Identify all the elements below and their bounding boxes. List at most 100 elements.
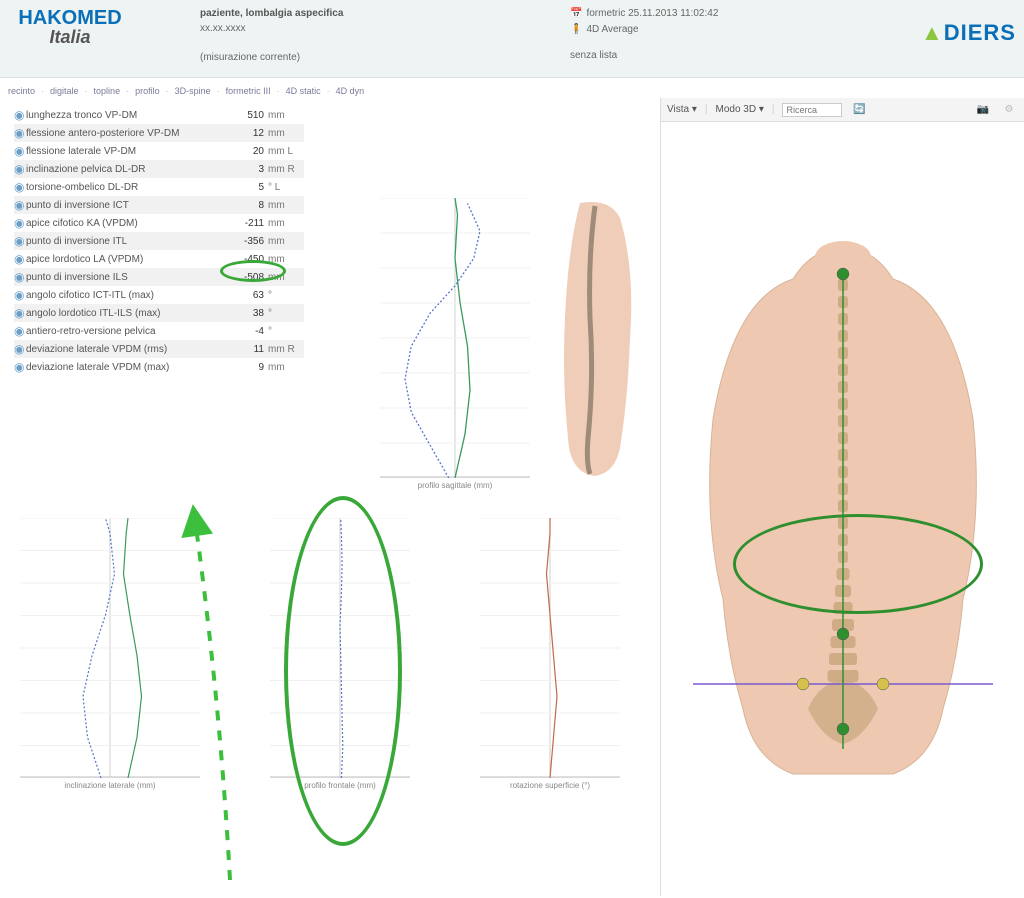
measurement-unit: ° <box>268 308 304 319</box>
measurement-row: ◉torsione-ombelico DL-DR5° L <box>14 178 304 196</box>
surface-rotation-chart: rotazione superficie (°) <box>480 518 620 778</box>
bullet-icon: ◉ <box>14 234 24 248</box>
measurement-row: ◉angolo lordotico ITL-ILS (max)38° <box>14 304 304 322</box>
measurement-label: antiero-retro-versione pelvica <box>24 326 228 337</box>
measurement-row: ◉lunghezza tronco VP-DM510mm <box>14 106 304 124</box>
frontal-profile-chart: profilo frontale (mm) <box>270 518 410 778</box>
patient-title: paziente, lombalgia aspecifica <box>200 6 343 21</box>
bullet-icon: ◉ <box>14 144 24 158</box>
bullet-icon: ◉ <box>14 252 24 266</box>
measurement-label: angolo cifotico ICT-ITL (max) <box>24 290 228 301</box>
measurement-row: ◉apice lordotico LA (VPDM)-450mm <box>14 250 304 268</box>
measurement-unit: mm <box>268 362 304 373</box>
left-column: ◉lunghezza tronco VP-DM510mm◉flessione a… <box>0 98 660 896</box>
bullet-icon: ◉ <box>14 306 24 320</box>
measurement-row: ◉punto di inversione ILS-508mm <box>14 268 304 286</box>
measurement-label: flessione antero-posteriore VP-DM <box>24 128 228 139</box>
measurement-unit: mm <box>268 200 304 211</box>
logo-sub: Italia <box>0 28 140 46</box>
search-input[interactable] <box>782 103 842 117</box>
bullet-icon: ◉ <box>14 288 24 302</box>
measurement-value: -211 <box>228 218 268 229</box>
diers-dot-icon: ▲ <box>921 20 944 45</box>
measurement-unit: ° L <box>268 182 304 193</box>
calendar-icon: 📅 <box>570 8 582 19</box>
measurement-label: flessione laterale VP-DM <box>24 146 228 157</box>
tab-4D-dyn[interactable]: 4D dyn <box>336 86 365 96</box>
bullet-icon: ◉ <box>14 108 24 122</box>
measurement-label: angolo lordotico ITL-ILS (max) <box>24 308 228 319</box>
measurement-row: ◉angolo cifotico ICT-ITL (max)63° <box>14 286 304 304</box>
chart-caption: rotazione superficie (°) <box>480 781 620 790</box>
measurement-row: ◉punto di inversione ITL-356mm <box>14 232 304 250</box>
logo-diers: ▲DIERS <box>921 20 1016 46</box>
exam-info: 📅formetric 25.11.2013 11:02:42 🧍4D Avera… <box>570 6 718 64</box>
measurement-label: deviazione laterale VPDM (rms) <box>24 344 228 355</box>
tab-topline[interactable]: topline <box>94 86 121 96</box>
measurement-row: ◉inclinazione pelvica DL-DR3mm R <box>14 160 304 178</box>
patient-dob: xx.xx.xxxx <box>200 21 343 36</box>
measurement-unit: mm <box>268 236 304 247</box>
measurement-row: ◉flessione antero-posteriore VP-DM12mm <box>14 124 304 142</box>
right-column: Vista ▾ | Modo 3D ▾ | 🔄 📷 ⚙ <box>660 98 1024 896</box>
measurement-value: 8 <box>228 200 268 211</box>
measurement-value: 9 <box>228 362 268 373</box>
tab-profilo[interactable]: profilo <box>135 86 160 96</box>
chart-caption: profilo frontale (mm) <box>270 781 410 790</box>
camera-icon[interactable]: 📷 <box>974 101 992 119</box>
view-dropdown[interactable]: Vista ▾ <box>667 104 697 115</box>
logo-main: HAKOMED <box>18 7 121 29</box>
spine-silhouette <box>540 198 650 478</box>
bullet-icon: ◉ <box>14 198 24 212</box>
measurement-unit: mm <box>268 218 304 229</box>
measurement-value: -508 <box>228 272 268 283</box>
tab-digitale[interactable]: digitale <box>50 86 79 96</box>
toolbar-3d: Vista ▾ | Modo 3D ▾ | 🔄 📷 ⚙ <box>661 98 1024 122</box>
bullet-icon: ◉ <box>14 342 24 356</box>
tab-4D-static[interactable]: 4D static <box>286 86 321 96</box>
bullet-icon: ◉ <box>14 162 24 176</box>
patient-info: paziente, lombalgia aspecifica xx.xx.xxx… <box>200 6 343 65</box>
refresh-icon[interactable]: 🔄 <box>850 101 868 119</box>
exam-date: formetric 25.11.2013 11:02:42 <box>586 8 718 19</box>
measurements-table: ◉lunghezza tronco VP-DM510mm◉flessione a… <box>14 106 304 376</box>
mode-icon: 🧍 <box>570 24 582 35</box>
measurement-label: punto di inversione ILS <box>24 272 228 283</box>
measurement-label: lunghezza tronco VP-DM <box>24 110 228 121</box>
lateral-inclination-chart: inclinazione laterale (mm) <box>20 518 200 778</box>
app-header: HAKOMED Italia paziente, lombalgia aspec… <box>0 0 1024 78</box>
logo-hakomed: HAKOMED Italia <box>0 8 140 68</box>
settings-icon[interactable]: ⚙ <box>1000 101 1018 119</box>
measurement-unit: mm R <box>268 164 304 175</box>
measurement-value: 20 <box>228 146 268 157</box>
measurement-label: apice cifotico KA (VPDM) <box>24 218 228 229</box>
measurement-unit: mm L <box>268 146 304 157</box>
sagittal-profile-chart: profilo sagittale (mm) <box>380 198 530 478</box>
tab-recinto[interactable]: recinto <box>8 86 35 96</box>
measurement-value: 3 <box>228 164 268 175</box>
chart-caption: inclinazione laterale (mm) <box>20 781 200 790</box>
measurement-label: torsione-ombelico DL-DR <box>24 182 228 193</box>
measurement-unit: ° <box>268 290 304 301</box>
measurement-value: -4 <box>228 326 268 337</box>
body-3d-view[interactable] <box>661 122 1024 896</box>
measurement-unit: mm <box>268 128 304 139</box>
mode-dropdown[interactable]: Modo 3D ▾ <box>715 104 763 115</box>
bullet-icon: ◉ <box>14 216 24 230</box>
measurement-unit: mm <box>268 272 304 283</box>
measurement-value: 510 <box>228 110 268 121</box>
measurement-value: -450 <box>228 254 268 265</box>
exam-list: senza lista <box>570 48 718 64</box>
tab-formetric-III[interactable]: formetric III <box>226 86 271 96</box>
measurement-value: 11 <box>228 344 268 355</box>
measurement-label: deviazione laterale VPDM (max) <box>24 362 228 373</box>
measurement-value: -356 <box>228 236 268 247</box>
measurement-unit: ° <box>268 326 304 337</box>
tab-3D-spine[interactable]: 3D-spine <box>175 86 211 96</box>
measurement-label: punto di inversione ICT <box>24 200 228 211</box>
measurement-row: ◉apice cifotico KA (VPDM)-211mm <box>14 214 304 232</box>
bullet-icon: ◉ <box>14 180 24 194</box>
main-area: ◉lunghezza tronco VP-DM510mm◉flessione a… <box>0 98 1024 896</box>
measurement-label: punto di inversione ITL <box>24 236 228 247</box>
measurement-unit: mm <box>268 254 304 265</box>
